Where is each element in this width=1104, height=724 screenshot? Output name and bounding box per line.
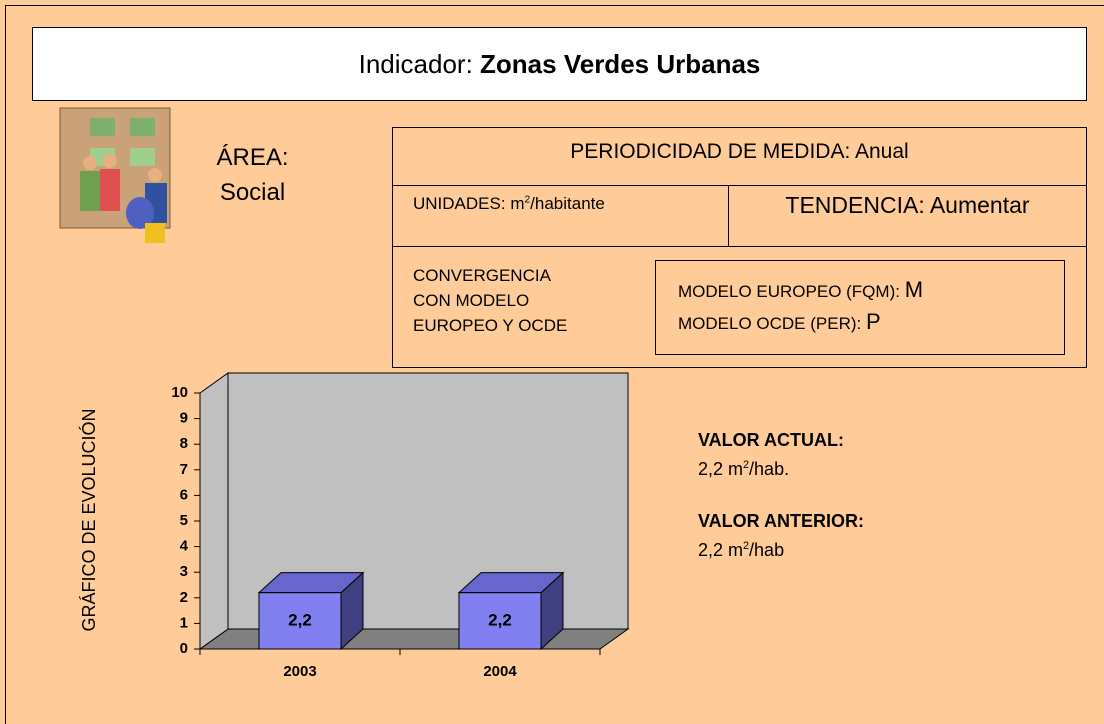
y-tick-label: 8 bbox=[180, 435, 188, 452]
page: Indicador: Zonas Verdes Urbanas ÁREA: So… bbox=[0, 0, 1104, 724]
x-tick-label: 2004 bbox=[483, 663, 517, 680]
plot-side-wall bbox=[200, 373, 228, 649]
y-tick-label: 6 bbox=[180, 486, 188, 503]
data-label: 2,2 bbox=[288, 610, 312, 629]
y-tick-label: 5 bbox=[180, 512, 188, 529]
y-tick-label: 0 bbox=[180, 640, 188, 657]
x-tick-label: 2003 bbox=[283, 663, 316, 680]
y-tick-label: 3 bbox=[180, 563, 188, 580]
y-tick-label: 4 bbox=[180, 538, 189, 555]
y-axis-title: GRÁFICO DE EVOLUCIÓN bbox=[78, 408, 99, 631]
data-label: 2,2 bbox=[488, 610, 512, 629]
y-tick-label: 7 bbox=[180, 461, 188, 478]
y-tick-label: 2 bbox=[180, 589, 188, 606]
y-tick-label: 1 bbox=[180, 614, 188, 631]
y-tick-label: 9 bbox=[180, 410, 188, 427]
chart: GRÁFICO DE EVOLUCIÓN 0 1 2 3 4 5 6 7 8 9 10 2003 2,2… bbox=[0, 0, 1104, 724]
y-tick-label: 10 bbox=[171, 384, 188, 401]
